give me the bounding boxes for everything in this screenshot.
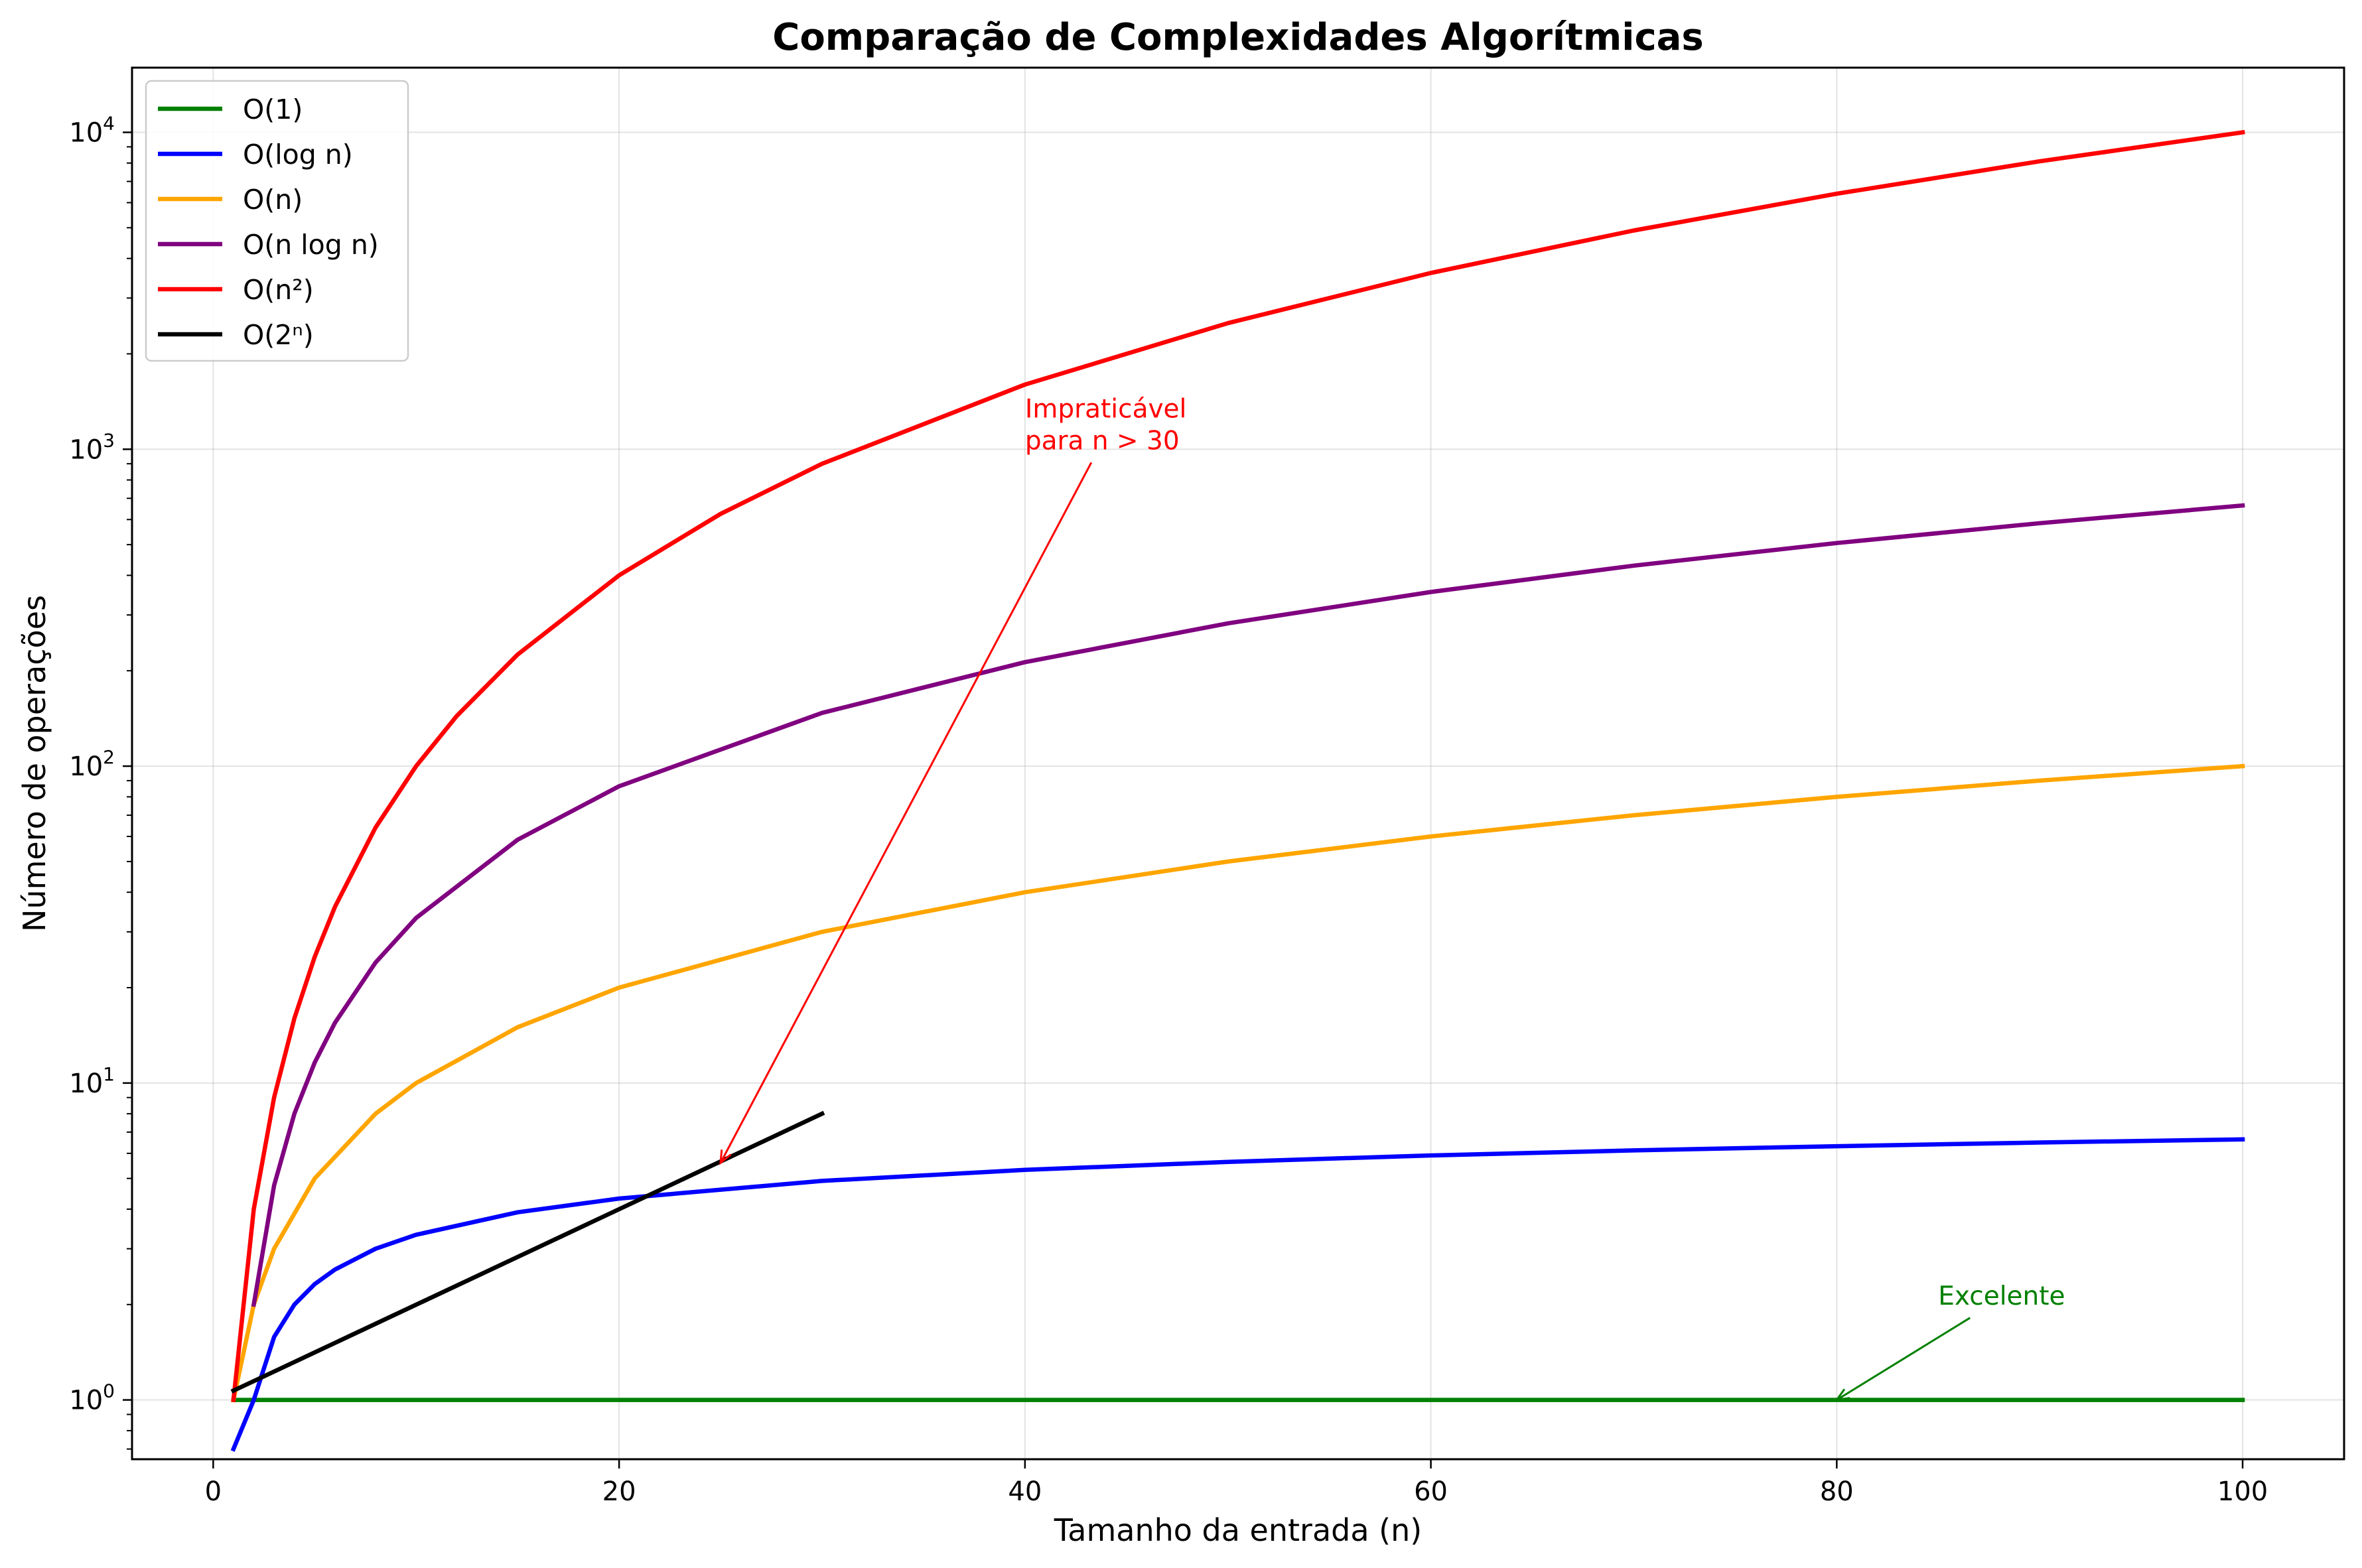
y-tick-base: 10 (69, 1386, 103, 1416)
x-tick-label: 20 (602, 1476, 636, 1507)
x-tick-label: 40 (1008, 1476, 1042, 1507)
y-tick-label: 101 (69, 1063, 115, 1099)
series-line-O(n log n) (251, 503, 2245, 1307)
y-tick-base: 10 (69, 751, 103, 782)
chart-title: Comparação de Complexidades Algorítmicas (772, 16, 1704, 59)
legend-label: O(n log n) (243, 229, 379, 261)
annotation-arrowhead (1835, 1388, 1850, 1402)
y-tick-exponent: 3 (103, 429, 115, 451)
legend-label: O(log n) (243, 139, 353, 170)
legend: O(1) O(log n) O(n) O(n log n) O(n²) O(2ⁿ) (145, 80, 409, 362)
legend-label: O(2ⁿ) (243, 319, 314, 351)
annotation-text: para n > 30 (1025, 426, 1180, 456)
y-tick-exponent: 4 (103, 113, 115, 135)
annotation-arrow (1836, 1317, 1971, 1401)
y-tick-label: 100 (69, 1380, 115, 1416)
y-tick-base: 10 (69, 434, 103, 465)
legend-label: O(1) (243, 94, 303, 125)
y-tick-label: 104 (69, 113, 115, 149)
x-axis-title: Tamanho da entrada (n) (1054, 1512, 1422, 1548)
plot-area (230, 129, 2245, 1452)
y-axis-title: Número de operações (17, 595, 52, 932)
legend-label: O(n²) (243, 274, 314, 306)
legend-label: O(n) (243, 184, 303, 216)
grid (132, 68, 2344, 1459)
x-tick-label: 0 (205, 1476, 222, 1507)
annotation-text: Excelente (1938, 1281, 2065, 1311)
y-tick-exponent: 0 (103, 1380, 115, 1402)
x-tick-label: 100 (2217, 1476, 2268, 1507)
annotation-arrow (719, 462, 1093, 1163)
x-axis: 0 20 40 60 80 100 (205, 1459, 2268, 1507)
y-tick-label: 103 (69, 429, 115, 465)
plot-lines (230, 129, 2245, 1452)
y-tick-exponent: 2 (103, 746, 115, 768)
series-line-O(n²) (231, 129, 2245, 1403)
series-line-O(n) (231, 763, 2245, 1403)
annotation-arrowhead (719, 1149, 732, 1165)
y-tick-base: 10 (69, 118, 103, 149)
x-tick-label: 60 (1414, 1476, 1448, 1507)
annotation-text: Impraticável (1025, 394, 1187, 424)
series-line-O(log n) (230, 1137, 2245, 1452)
y-tick-exponent: 1 (103, 1063, 115, 1085)
y-tick-base: 10 (69, 1069, 103, 1099)
plot-frame (131, 66, 2345, 1461)
x-tick-label: 80 (1820, 1476, 1854, 1507)
y-tick-label: 102 (69, 746, 115, 782)
